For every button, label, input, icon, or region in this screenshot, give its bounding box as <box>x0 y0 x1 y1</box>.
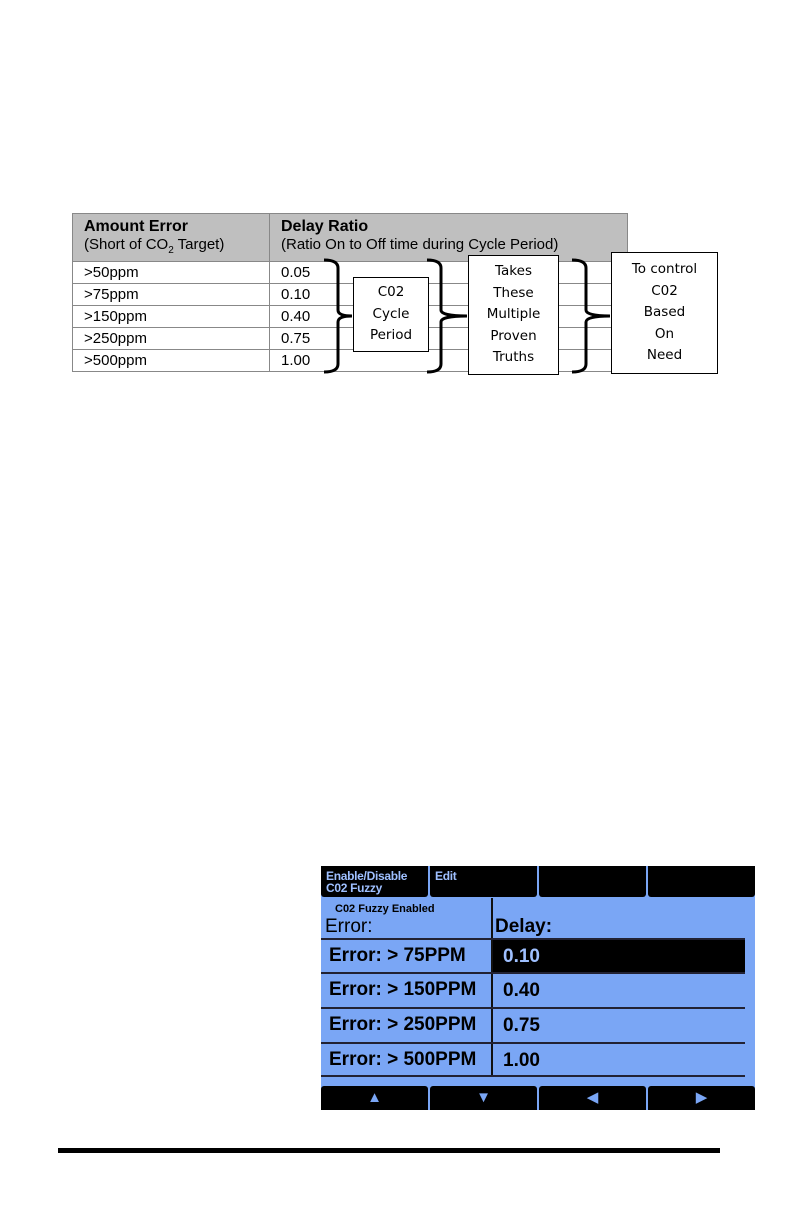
softkey-edit[interactable]: Edit <box>430 866 537 897</box>
cycle-period-box: C02 Cycle Period <box>353 277 429 352</box>
truths-box: Takes These Multiple Proven Truths <box>468 255 559 375</box>
box-line: Based <box>643 304 686 321</box>
error-label: Error: > 500PPM <box>329 1049 477 1070</box>
delay-column-header: Delay: <box>495 916 553 937</box>
delay-value[interactable]: 0.10 <box>493 940 745 973</box>
status-text: C02 Fuzzy Enabled <box>335 903 435 915</box>
down-arrow-icon[interactable]: ▼ <box>430 1086 537 1110</box>
amount-error-cell: >500ppm <box>72 349 270 372</box>
header-amount-error: Amount Error (Short of CO2 Target) <box>72 213 270 262</box>
screen-row[interactable]: Error: > 500PPM 1.00 <box>321 1042 745 1077</box>
bracket-1 <box>323 258 353 374</box>
delay-value[interactable]: 1.00 <box>503 1050 540 1071</box>
error-label: Error: > 75PPM <box>329 945 466 966</box>
screen-row[interactable]: Error: > 250PPM 0.75 <box>321 1007 745 1042</box>
box-line: Need <box>646 347 683 364</box>
nav-bar: ▲ ▼ ◀ ▶ <box>321 1086 755 1110</box>
delay-value[interactable]: 0.75 <box>503 1015 540 1036</box>
up-arrow-icon[interactable]: ▲ <box>321 1086 428 1110</box>
box-line: Truths <box>492 349 535 366</box>
box-line: C02 <box>651 282 678 299</box>
box-line: On <box>654 325 675 342</box>
error-label: Error: > 250PPM <box>329 1014 477 1035</box>
box-line: To control <box>631 261 698 278</box>
table-header-row: Amount Error (Short of CO2 Target) Delay … <box>72 213 628 262</box>
column-divider <box>491 898 493 1076</box>
footer-rule <box>58 1148 720 1153</box>
header-delay-ratio: Delay Ratio (Ratio On to Off time during … <box>269 213 628 262</box>
right-arrow-icon[interactable]: ▶ <box>648 1086 755 1110</box>
softkey-4[interactable] <box>648 866 755 897</box>
left-arrow-icon[interactable]: ◀ <box>539 1086 646 1110</box>
box-line: Takes <box>495 263 532 280</box>
softkey-bar: Enable/Disable C02 Fuzzy Edit <box>321 866 755 897</box>
box-line: Cycle <box>372 305 410 322</box>
delay-value[interactable]: 0.40 <box>503 980 540 1001</box>
screen-row[interactable]: Error: > 75PPM 0.10 <box>321 938 745 973</box>
bracket-3 <box>571 258 611 374</box>
brackets <box>323 258 611 374</box>
box-line: Period <box>369 327 413 344</box>
box-line: Proven <box>490 327 537 344</box>
error-label: Error: > 150PPM <box>329 979 477 1000</box>
box-line: Multiple <box>486 306 541 323</box>
error-column-header: Error: <box>325 916 373 937</box>
controller-screen: Enable/Disable C02 Fuzzy Edit C02 Fuzzy … <box>321 866 755 1110</box>
softkey-3[interactable] <box>539 866 646 897</box>
box-line: These <box>493 284 534 301</box>
bracket-2 <box>426 258 468 374</box>
control-box: To control C02 Based On Need <box>611 252 718 374</box>
row-divider <box>321 1075 745 1077</box>
box-line: C02 <box>377 284 405 301</box>
softkey-enable-disable[interactable]: Enable/Disable C02 Fuzzy <box>321 866 428 897</box>
screen-row[interactable]: Error: > 150PPM 0.40 <box>321 972 745 1007</box>
